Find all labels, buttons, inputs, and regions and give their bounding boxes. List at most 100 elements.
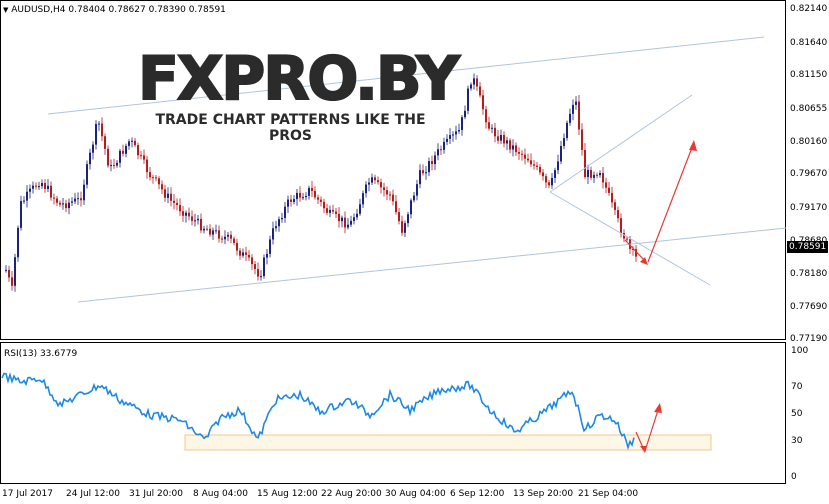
candle-body xyxy=(32,185,34,189)
candle-body xyxy=(68,202,70,209)
symbol-label: AUDUSD,H4 xyxy=(11,5,66,15)
candle-body xyxy=(506,140,508,144)
candle-body xyxy=(257,269,259,277)
price-tick: 0.77190 xyxy=(790,334,828,344)
candle-body xyxy=(422,170,424,174)
fxpro-logo-watermark: FXPRO.BY TRADE CHART PATTERNS LIKE THE P… xyxy=(137,47,461,144)
candle-body xyxy=(128,141,130,146)
rsi-line xyxy=(1,372,635,451)
time-label: 13 Sep 20:00 xyxy=(513,489,574,499)
candle-body xyxy=(548,182,550,186)
rsi-label: RSI(13) 33.6779 xyxy=(4,349,78,359)
candle-body xyxy=(41,182,43,187)
candle-body xyxy=(8,269,10,278)
candle-body xyxy=(260,276,262,278)
candle-body xyxy=(464,110,466,118)
candle-body xyxy=(440,149,442,151)
candle-body xyxy=(164,189,166,198)
candle-body xyxy=(434,155,436,165)
candle-body xyxy=(77,198,79,200)
current-price-tag: 0.78591 xyxy=(787,241,829,253)
time-label: 8 Aug 04:00 xyxy=(193,489,248,499)
candle-body xyxy=(185,212,187,216)
candle-body xyxy=(404,223,406,233)
price-up-arrow-line xyxy=(647,144,694,263)
candle-body xyxy=(569,113,571,123)
price-tick: 0.78180 xyxy=(790,269,828,279)
trendlines xyxy=(47,36,787,303)
ohlc-high: 0.78627 xyxy=(108,5,146,15)
chevron-down-icon[interactable]: ▼ xyxy=(3,6,9,14)
candle-body xyxy=(233,238,235,243)
candle-body xyxy=(512,145,514,150)
price-tick: 0.79670 xyxy=(790,169,828,179)
logo-tagline: TRADE CHART PATTERNS LIKE THE PROS xyxy=(155,112,426,144)
price-chart-panel[interactable] xyxy=(0,0,786,340)
candle-body xyxy=(362,193,364,205)
candle-body xyxy=(137,145,139,156)
candle-body xyxy=(398,212,400,222)
candle-body xyxy=(200,218,202,231)
rsi-panel[interactable] xyxy=(0,342,786,484)
candle-body xyxy=(335,211,337,214)
candle-body xyxy=(542,172,544,177)
candle-body xyxy=(206,228,208,230)
candle-body xyxy=(494,127,496,137)
wedge-upper-line xyxy=(549,94,693,193)
candle-body xyxy=(383,187,385,191)
candle-body xyxy=(116,162,118,166)
candle-body xyxy=(461,117,463,130)
candle-body xyxy=(605,182,607,188)
time-label: 31 Jul 20:00 xyxy=(129,489,183,499)
rsi-tick: 70 xyxy=(791,382,803,392)
candle-body xyxy=(275,226,277,229)
candle-body xyxy=(44,182,46,189)
ohlc-open: 0.78404 xyxy=(68,5,106,15)
candle-body xyxy=(488,122,490,129)
candle-body xyxy=(86,164,88,185)
candle-body xyxy=(176,202,178,205)
candle-body xyxy=(167,193,169,198)
candle-body xyxy=(110,165,112,167)
candle-body xyxy=(599,172,601,176)
candle-body xyxy=(251,257,253,265)
candle-body xyxy=(341,217,343,222)
candle-body xyxy=(194,220,196,222)
candle-body xyxy=(215,230,217,232)
candle-body xyxy=(572,104,574,114)
candle-body xyxy=(455,131,457,135)
candle-body xyxy=(521,153,523,155)
candle-body xyxy=(503,135,505,144)
candle-body xyxy=(563,138,565,147)
candle-body xyxy=(590,169,592,178)
candle-body xyxy=(107,148,109,166)
candle-body xyxy=(500,135,502,141)
candle-body xyxy=(158,178,160,185)
candle-body xyxy=(149,172,151,178)
time-label: 17 Jul 2017 xyxy=(2,489,53,499)
candle-body xyxy=(449,135,451,139)
candle-body xyxy=(56,198,58,203)
candle-body xyxy=(155,177,157,179)
candle-body xyxy=(230,234,232,239)
candle-body xyxy=(515,145,517,153)
candle-body xyxy=(617,210,619,219)
candle-body xyxy=(566,122,568,139)
candle-body xyxy=(104,136,106,149)
time-label: 6 Sep 12:00 xyxy=(450,489,505,499)
candle-body xyxy=(530,160,532,165)
rsi-tick: 30 xyxy=(791,436,803,446)
candle-body xyxy=(35,185,37,187)
candle-body xyxy=(545,176,547,183)
candle-body xyxy=(371,177,373,183)
candle-body xyxy=(635,249,637,257)
candle-body xyxy=(602,172,604,183)
candle-body xyxy=(182,211,184,216)
candle-body xyxy=(593,174,595,178)
candle-body xyxy=(347,224,349,228)
candle-body xyxy=(236,242,238,251)
candle-body xyxy=(392,194,394,202)
time-label: 30 Aug 04:00 xyxy=(385,489,446,499)
candle-body xyxy=(296,192,298,200)
candle-body xyxy=(287,199,289,207)
